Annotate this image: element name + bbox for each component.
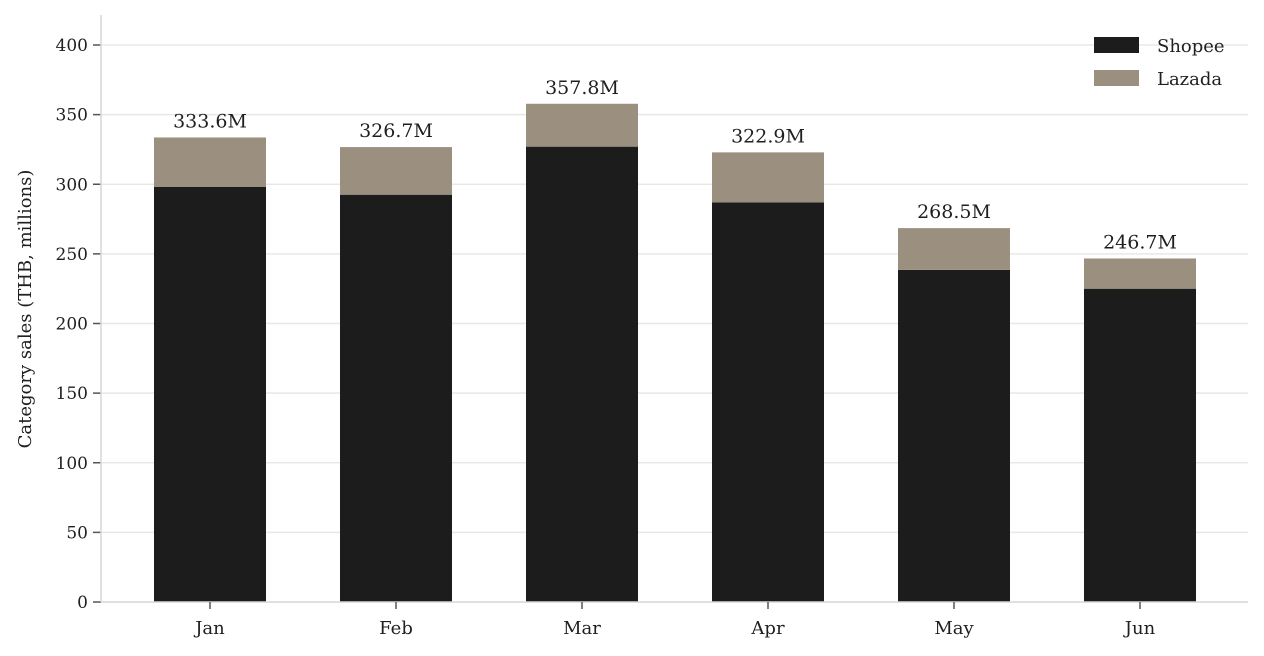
y-tick-label: 50 (66, 523, 88, 543)
total-labels: 333.6M 326.7M 357.8M 322.9M 268.5M 246.7M (173, 77, 1177, 254)
bar-lazada-mar (526, 103, 638, 147)
y-tick-label: 0 (77, 593, 88, 613)
y-axis: 0 50 100 150 200 250 300 350 400 (56, 15, 102, 613)
y-tick-label: 250 (56, 245, 88, 265)
y-tick-label: 100 (56, 454, 88, 474)
bar-shopee-feb (340, 194, 452, 602)
total-label-jan: 333.6M (173, 110, 247, 132)
total-label-jun: 246.7M (1103, 231, 1177, 253)
total-label-feb: 326.7M (359, 120, 433, 142)
x-tick-label-jun: Jun (1123, 618, 1156, 639)
bar-shopee-mar (526, 146, 638, 602)
bar-shopee-jan (154, 186, 266, 602)
bar-lazada-jun (1084, 258, 1196, 289)
gridlines (101, 44, 1248, 534)
x-tick-label-may: May (934, 618, 974, 639)
x-axis: Jan Feb Mar Apr May Jun (101, 601, 1248, 639)
x-tick-label-mar: Mar (563, 618, 601, 639)
legend-swatch-lazada (1094, 70, 1139, 86)
y-tick-label: 300 (56, 175, 88, 195)
bar-lazada-may (898, 228, 1010, 270)
y-axis-label: Category sales (THB, millions) (15, 170, 36, 449)
x-tick-label-jan: Jan (193, 618, 225, 639)
x-tick-label-apr: Apr (750, 618, 785, 639)
bar-lazada-apr (712, 152, 824, 203)
bar-shopee-apr (712, 202, 824, 603)
bar-lazada-feb (340, 147, 452, 195)
total-label-apr: 322.9M (731, 125, 805, 147)
legend-swatch-shopee (1094, 37, 1139, 53)
y-tick-label: 400 (56, 36, 88, 56)
legend-label-lazada: Lazada (1157, 69, 1222, 90)
y-tick-label: 350 (56, 106, 88, 126)
x-tick-label-feb: Feb (379, 618, 413, 639)
bar-shopee-jun (1084, 288, 1196, 602)
total-label-mar: 357.8M (545, 77, 619, 99)
y-tick-label: 200 (56, 315, 88, 335)
bars (154, 103, 1196, 603)
legend-label-shopee: Shopee (1157, 36, 1225, 57)
bar-shopee-may (898, 269, 1010, 602)
bar-lazada-jan (154, 137, 266, 187)
legend: Shopee Lazada (1094, 36, 1225, 90)
y-tick-label: 150 (56, 384, 88, 404)
total-label-may: 268.5M (917, 201, 991, 223)
